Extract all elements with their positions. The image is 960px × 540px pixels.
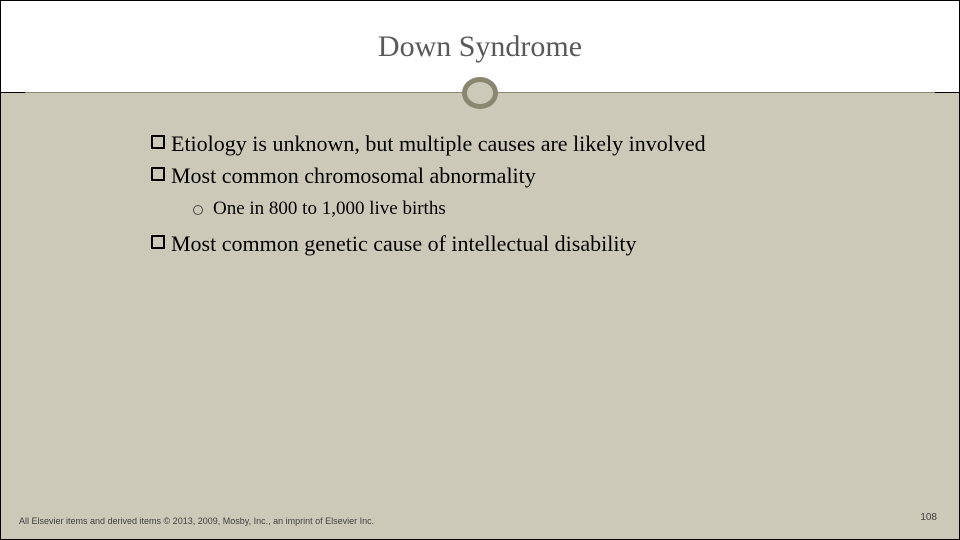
sub-bullet-text: One in 800 to 1,000 live births bbox=[213, 196, 446, 223]
slide: Down Syndrome Etiology is unknown, but m… bbox=[0, 0, 960, 540]
slide-title: Down Syndrome bbox=[378, 30, 582, 64]
circle-bullet-icon bbox=[193, 205, 203, 215]
square-bullet-icon bbox=[151, 235, 165, 249]
bullet-item: Most common genetic cause of intellectua… bbox=[151, 229, 899, 259]
square-bullet-icon bbox=[151, 135, 165, 149]
content-area: Etiology is unknown, but multiple causes… bbox=[151, 129, 899, 261]
sub-bullet-item: One in 800 to 1,000 live births bbox=[193, 196, 899, 223]
footer-copyright: All Elsevier items and derived items © 2… bbox=[19, 516, 374, 527]
bullet-text: Most common genetic cause of intellectua… bbox=[171, 229, 899, 259]
bullet-text: Most common chromosomal abnormality bbox=[171, 161, 899, 191]
bullet-text: Etiology is unknown, but multiple causes… bbox=[171, 129, 899, 159]
circle-icon bbox=[462, 77, 498, 109]
square-bullet-icon bbox=[151, 167, 165, 181]
bullet-item: Most common chromosomal abnormality bbox=[151, 161, 899, 191]
bullet-item: Etiology is unknown, but multiple causes… bbox=[151, 129, 899, 159]
page-number: 108 bbox=[920, 512, 937, 523]
